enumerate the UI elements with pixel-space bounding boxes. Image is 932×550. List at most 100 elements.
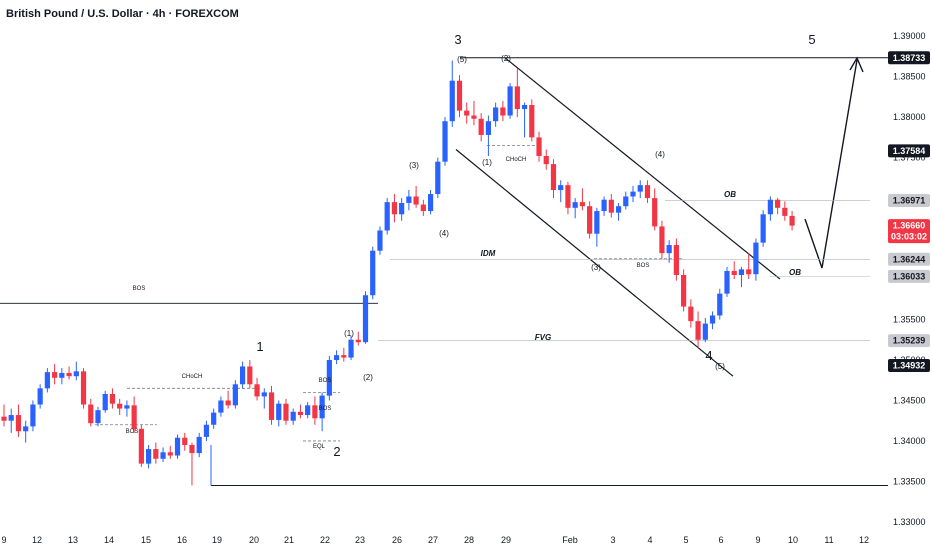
candle-body xyxy=(362,295,369,343)
candle-body xyxy=(673,245,679,275)
minor-wave-label: (1) xyxy=(482,158,492,167)
candle-body xyxy=(247,366,253,385)
candle-body xyxy=(464,110,470,116)
candle-body xyxy=(550,164,557,190)
price-badge-label: 1.35239 xyxy=(893,336,926,346)
candle-body xyxy=(529,105,535,138)
candle-body xyxy=(341,355,347,358)
price-badge xyxy=(888,334,930,348)
projection-arrowhead xyxy=(849,56,864,73)
candle-body xyxy=(261,392,267,397)
price-badge xyxy=(888,193,930,207)
candle-body xyxy=(73,371,79,377)
minor-wave-label: (4) xyxy=(439,229,449,238)
candle-body xyxy=(572,202,578,208)
candle-body xyxy=(333,355,340,360)
price-badge xyxy=(888,269,930,283)
candle-body xyxy=(182,437,188,445)
candle-body xyxy=(695,321,701,340)
structure-label: BOS xyxy=(319,378,332,384)
x-tick-label: 28 xyxy=(464,535,474,545)
candle-body xyxy=(160,452,166,459)
candle-body xyxy=(355,339,361,343)
candle-body xyxy=(746,269,752,275)
candle-body xyxy=(587,206,593,234)
x-tick-label: 19 xyxy=(212,535,222,545)
candle-body xyxy=(514,86,520,110)
candle-body xyxy=(565,185,571,208)
x-tick-label: 26 xyxy=(392,535,402,545)
candle-body xyxy=(630,191,636,197)
candle-body xyxy=(95,410,101,424)
candle-body xyxy=(218,400,224,413)
candle-body xyxy=(131,405,137,429)
structure-label: BOS xyxy=(319,406,332,412)
candle-body xyxy=(189,445,195,454)
candle-body xyxy=(724,270,730,294)
price-badge xyxy=(888,252,930,266)
candle-body xyxy=(102,394,108,411)
x-tick-label: 12 xyxy=(859,535,869,545)
x-tick-label: 22 xyxy=(320,535,330,545)
candle-body xyxy=(232,384,238,406)
candle-body xyxy=(109,394,116,404)
y-tick-label: 1.37500 xyxy=(893,153,926,163)
candle-body xyxy=(659,226,665,254)
ob-label: OB xyxy=(724,190,736,199)
candle-body xyxy=(681,275,687,307)
x-tick-label: Feb xyxy=(562,535,578,545)
candle-body xyxy=(420,204,426,212)
minor-wave-label: (2) xyxy=(501,54,511,63)
candle-body xyxy=(688,306,694,322)
candle-body xyxy=(413,196,419,205)
y-tick-label: 1.33000 xyxy=(893,517,926,527)
x-tick-label: 11 xyxy=(824,535,833,545)
price-badge xyxy=(888,219,930,244)
x-tick-label: 20 xyxy=(249,535,259,545)
minor-wave-label: (5) xyxy=(715,362,725,371)
candle-body xyxy=(717,293,723,316)
candle-body xyxy=(493,107,499,122)
candle-body xyxy=(44,372,50,389)
candle-body xyxy=(579,202,585,207)
candle-body xyxy=(536,137,542,156)
candle-body xyxy=(406,196,412,203)
candle-body xyxy=(167,452,173,456)
candle-body xyxy=(196,436,202,454)
candle-body xyxy=(153,449,159,459)
y-tick-label: 1.39000 xyxy=(893,31,926,41)
candle-body xyxy=(637,185,643,192)
candle-body xyxy=(449,80,455,122)
candle-body xyxy=(370,250,376,296)
candle-body xyxy=(608,199,614,213)
candle-body xyxy=(203,424,210,437)
candle-body xyxy=(305,405,311,416)
price-badge xyxy=(888,359,930,373)
price-badge-label: 1.36033 xyxy=(893,271,926,281)
candle-body xyxy=(88,404,94,424)
fvg-label: FVG xyxy=(535,333,551,342)
candle-body xyxy=(738,269,745,275)
candle-body xyxy=(319,395,325,419)
candle-body xyxy=(442,121,448,162)
structure-label: BOS xyxy=(126,429,139,435)
candle-body xyxy=(760,214,766,243)
structure-label: CHoCH xyxy=(506,157,527,163)
minor-wave-label: (4) xyxy=(655,150,665,159)
structure-label: CHoCH xyxy=(182,374,203,380)
y-tick-label: 1.34500 xyxy=(893,395,926,405)
countdown-label: 03:03:02 xyxy=(891,232,927,242)
candle-body xyxy=(1,416,7,421)
candle-body xyxy=(80,371,87,405)
price-badge-label: 1.38733 xyxy=(893,53,926,63)
candle-body xyxy=(500,107,506,116)
chart-title: British Pound / U.S. Dollar · 4h · FOREX… xyxy=(6,8,239,20)
candle-body xyxy=(146,449,152,464)
candle-body xyxy=(753,242,759,275)
ob-label-2: OB xyxy=(789,268,801,277)
candle-body xyxy=(239,366,246,385)
x-tick-label: 10 xyxy=(788,535,798,545)
x-tick-label: 12 xyxy=(32,535,42,545)
